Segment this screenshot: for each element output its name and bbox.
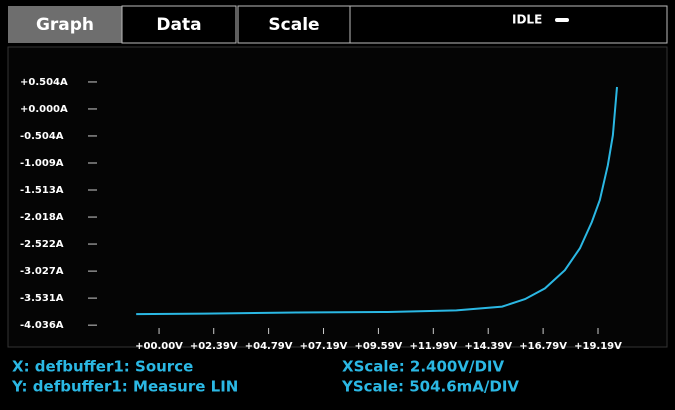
status-icon: [555, 18, 569, 22]
y-tick-label: -3.027A: [20, 266, 64, 277]
data-line: [136, 86, 618, 316]
status: IDLE: [512, 13, 542, 27]
x-tick-label: +07.19V: [300, 341, 348, 352]
x-tick-label: +02.39V: [190, 341, 238, 352]
y-tick-label: -1.009A: [20, 158, 64, 169]
tab-label[interactable]: Scale: [268, 15, 319, 35]
y-tick-label: +0.504A: [20, 77, 68, 88]
tab-active[interactable]: [8, 6, 122, 43]
tab-label[interactable]: Data: [156, 15, 201, 35]
x-tick-label: +09.59V: [355, 341, 403, 352]
plot-frame: [7, 46, 668, 348]
y-source: Y: defbuffer1: Measure LIN: [11, 378, 238, 396]
status-bar: [349, 5, 668, 44]
y-tick-label: -1.513A: [20, 185, 64, 196]
y-scale: YScale: 504.6mA/DIV: [341, 378, 519, 396]
y-tick-label: -3.531A: [20, 293, 64, 304]
y-tick-label: -2.018A: [20, 212, 64, 223]
x-tick-label: +11.99V: [409, 341, 457, 352]
y-tick-label: -0.504A: [20, 131, 64, 142]
x-tick-label: +19.19V: [574, 341, 622, 352]
y-tick-label: -4.036A: [20, 320, 64, 331]
y-tick-label: +0.000A: [20, 104, 68, 115]
x-scale: XScale: 2.400V/DIV: [342, 358, 504, 376]
y-tick-label: -2.522A: [20, 239, 64, 250]
x-tick-label: +04.79V: [245, 341, 293, 352]
x-tick-label: +16.79V: [519, 341, 567, 352]
x-tick-label: +00.00V: [135, 341, 183, 352]
tab[interactable]: [121, 5, 237, 44]
tab-label[interactable]: Graph: [36, 15, 94, 35]
x-tick-label: +14.39V: [464, 341, 512, 352]
x-source: X: defbuffer1: Source: [12, 358, 193, 376]
